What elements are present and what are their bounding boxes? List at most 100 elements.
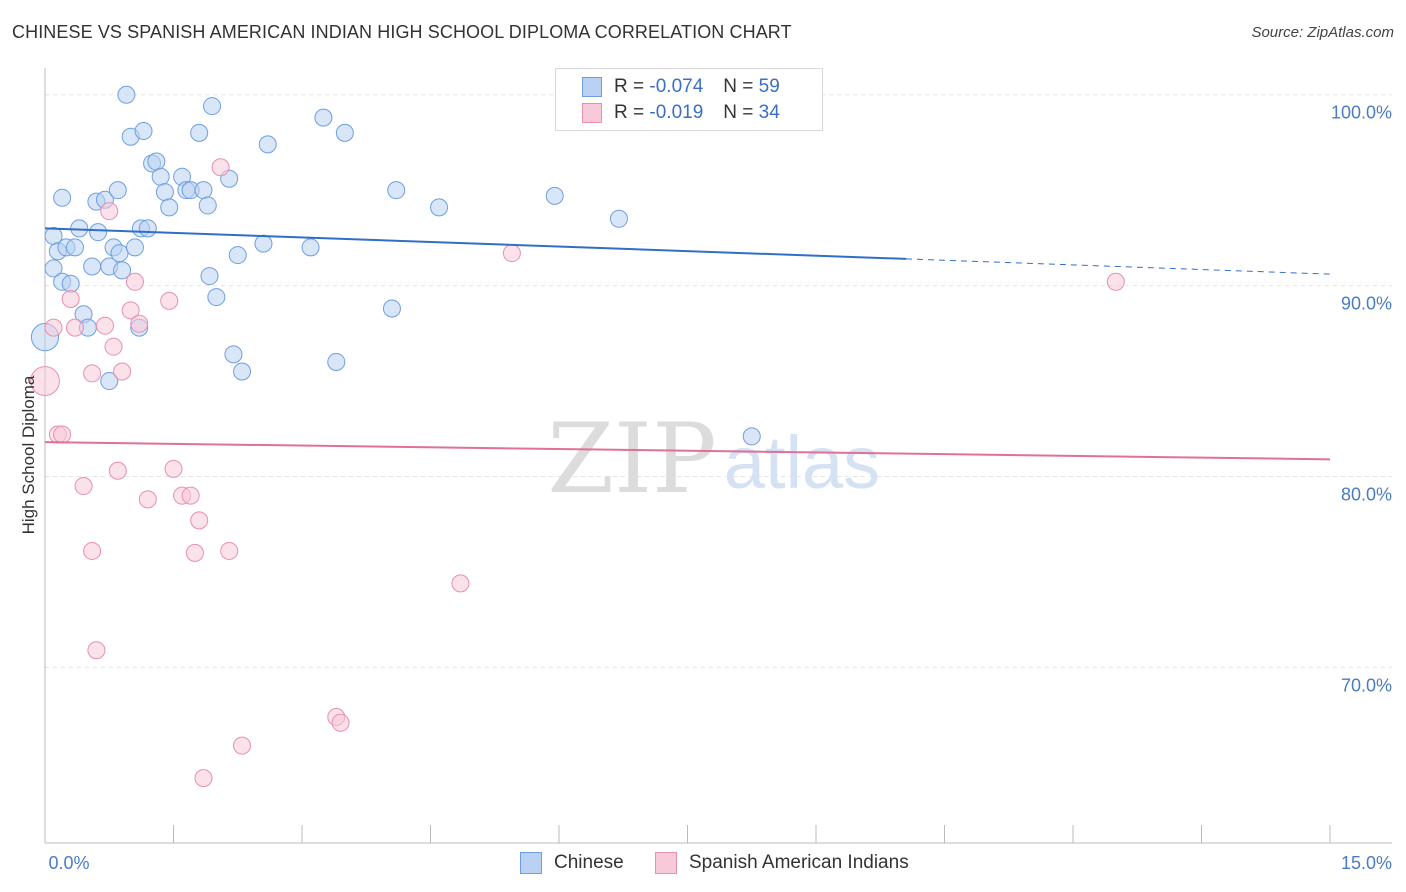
series-label-chinese: Chinese [554, 852, 624, 873]
series-legend-chinese[interactable]: Chinese [520, 852, 624, 874]
spanish-point [83, 541, 102, 560]
chinese-point [207, 288, 226, 307]
legend-n-value-chinese: 59 [758, 76, 780, 97]
legend-r-label: R = [614, 102, 645, 123]
y-tick-label: 80.0% [1341, 484, 1392, 504]
chinese-point [203, 97, 222, 116]
legend-row-chinese: R = -0.074 N = 59 [582, 74, 780, 100]
spanish-point [502, 244, 521, 263]
spanish-point [104, 337, 123, 356]
spanish-point [220, 541, 239, 560]
chinese-point [61, 274, 80, 293]
chinese-point [301, 238, 320, 257]
chinese-point [70, 219, 89, 238]
chinese-point [224, 345, 243, 364]
spanish-point [211, 158, 230, 177]
chinese-trend-extension [905, 258, 1331, 275]
series-label-spanish: Spanish American Indians [689, 852, 909, 873]
chinese-point [160, 198, 179, 217]
chinese-point [387, 181, 406, 200]
chinese-point [117, 85, 136, 104]
legend-r-label: R = [614, 76, 645, 97]
spanish-point [100, 202, 119, 221]
spanish-point [44, 318, 63, 337]
chinese-point [44, 259, 63, 278]
y-axis-label: High School Diploma [19, 375, 38, 534]
chinese-point [65, 238, 84, 257]
chinese-point [327, 352, 346, 371]
chinese-point [228, 246, 247, 265]
chinese-point [609, 209, 628, 228]
chinese-point [125, 238, 144, 257]
correlation-legend: R = -0.074 N = 59 R = -0.019 N = 34 [555, 68, 823, 131]
spanish-point [138, 490, 157, 509]
y-tick-label: 90.0% [1341, 294, 1392, 314]
chinese-point [155, 183, 174, 202]
x-tick-label-max: 15.0% [1341, 853, 1392, 873]
y-tick-label: 100.0% [1331, 103, 1392, 123]
spanish-point [190, 511, 209, 530]
spanish-point [451, 574, 470, 593]
chinese-trend-line [44, 227, 906, 260]
watermark: ZIP atlas [547, 403, 880, 515]
spanish-point [53, 425, 72, 444]
spanish-trend-line [44, 441, 1331, 461]
chinese-point [545, 186, 564, 205]
chinese-point [233, 362, 252, 381]
data-points [30, 85, 1125, 788]
legend-r-value-chinese: -0.074 [649, 76, 704, 97]
chinese-point [147, 152, 166, 171]
chinese-point [83, 257, 102, 276]
series-swatch-spanish [655, 852, 677, 874]
x-tick-label-min: 0.0% [48, 853, 89, 873]
chinese-point [194, 181, 213, 200]
chinese-point [53, 188, 72, 207]
axes [44, 68, 1392, 844]
chinese-point [200, 267, 219, 286]
spanish-point [164, 459, 183, 478]
chinese-point [314, 108, 333, 127]
legend-swatch-spanish [582, 103, 602, 123]
chinese-point [138, 219, 157, 238]
chinese-point [742, 427, 761, 446]
watermark-zip: ZIP [547, 403, 716, 515]
chinese-point [335, 123, 354, 142]
spanish-point [125, 272, 144, 291]
spanish-point [1106, 272, 1125, 291]
y-tick-label: 70.0% [1341, 675, 1392, 695]
axis-labels: 100.0% 90.0% 80.0% 70.0% 0.0% 15.0% High Schoo… [19, 103, 1392, 873]
chinese-point [100, 372, 119, 391]
legend-row-spanish: R = -0.019 N = 34 [582, 100, 780, 126]
spanish-point [83, 364, 102, 383]
chinese-point [151, 167, 170, 186]
chinese-point [89, 223, 108, 242]
legend-n-label: N = [723, 102, 754, 123]
spanish-point [160, 291, 179, 310]
series-legend-spanish[interactable]: Spanish American Indians [655, 852, 909, 874]
spanish-point [194, 769, 213, 788]
source-label: Source: ZipAtlas.com [1251, 24, 1394, 41]
spanish-point [181, 486, 200, 505]
legend-r-value-spanish: -0.019 [649, 102, 704, 123]
spanish-point [87, 641, 106, 660]
spanish-point [95, 316, 114, 335]
chinese-point [430, 198, 449, 217]
chart-title: CHINESE VS SPANISH AMERICAN INDIAN HIGH … [12, 22, 792, 42]
chinese-point [110, 244, 129, 263]
series-legend: Chinese Spanish American Indians [0, 852, 1406, 878]
spanish-point [185, 543, 204, 562]
chinese-point [113, 261, 132, 280]
spanish-point [121, 301, 140, 320]
chinese-point [134, 121, 153, 140]
spanish-point [108, 461, 127, 480]
legend-swatch-chinese [582, 77, 602, 97]
spanish-point [113, 362, 132, 381]
spanish-point [331, 713, 350, 732]
legend-n-label: N = [723, 76, 754, 97]
chinese-point [198, 196, 217, 215]
trend-lines [44, 227, 1331, 461]
legend-n-value-spanish: 34 [758, 102, 780, 123]
grid-lines [45, 94, 1392, 668]
chinese-point [108, 181, 127, 200]
